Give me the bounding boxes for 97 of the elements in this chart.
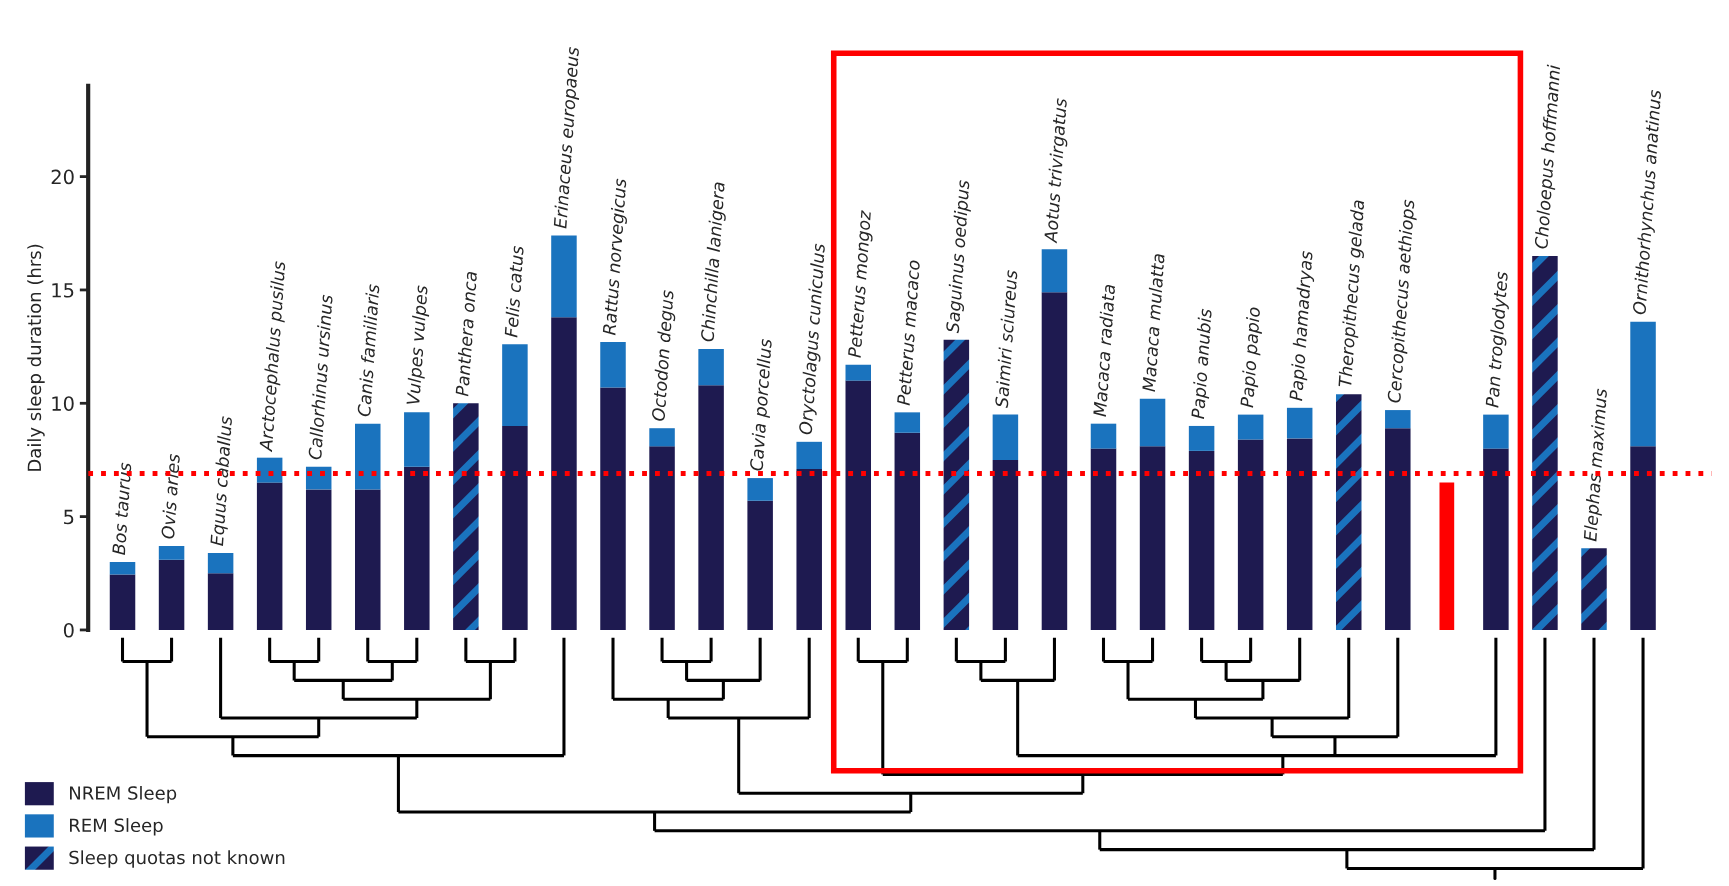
bar [256,482,283,630]
bar [256,457,283,483]
bar [404,412,430,467]
bar [1041,292,1068,630]
bar [796,469,822,630]
x-tick-label: Pan troglodytes [1485,271,1512,408]
x-tick-label: Papio hamadryas [1288,250,1317,402]
bar [698,348,724,386]
bar [207,552,234,574]
x-tick-label: Macaca mulatta [1141,253,1165,392]
bar [551,235,577,318]
bar [207,573,234,630]
legend-label: NREM Sleep [70,785,177,804]
bar [355,423,381,490]
x-tick-label: Chinchilla lanigera [700,182,729,342]
bar [1630,446,1656,630]
y-axis-title: Daily sleep duration (hrs) [27,244,45,471]
bar [1041,249,1068,293]
bar [1439,482,1455,630]
x-tick-label: Petterus macaco [897,260,921,406]
x-tick-label: Felis catus [504,245,524,338]
bar [502,344,528,426]
bar [551,317,577,630]
bar [894,412,921,433]
bar [502,425,528,630]
x-tick-label: Petterus mongoz [847,210,875,359]
bar [845,364,872,381]
y-tick-label: 10 [52,396,74,411]
bar [649,428,675,447]
x-tick-label: Ornithorhynchus anatinus [1632,89,1665,315]
x-tick-label: Vulpes vulpes [406,285,432,405]
bar [1630,321,1656,447]
bar [109,561,136,575]
bar [992,459,1019,630]
bar [600,387,626,630]
bar [1286,407,1313,439]
x-tick-label: Saimiri sciureus [994,269,1018,409]
bar [1532,255,1558,630]
x-tick-label: Macaca radiata [1092,284,1116,417]
bar [1335,394,1362,630]
x-tick-label: Elephas maximus [1583,388,1611,542]
x-tick-label: Erinaceus europaeus [553,46,583,229]
bar [1090,448,1117,630]
bar [943,339,970,630]
bar [1483,414,1509,449]
bar [158,559,185,630]
bar [796,441,822,470]
bar [453,403,479,630]
legend-label: REM Sleep [70,818,163,836]
x-tick-label: Octodon degus [651,289,678,422]
bar [698,385,724,630]
x-tick-label: Bos taurus [112,462,132,556]
bar [1237,414,1264,440]
x-tick-label: Papio papio [1239,307,1264,408]
bar [1581,548,1607,630]
bar [992,414,1019,460]
x-tick-label: Papio anubis [1190,308,1216,420]
x-tick-label: Arctocephalus pusilus [258,261,289,453]
x-tick-label: Rattus norvegicus [602,178,630,336]
bar [109,574,136,630]
bar [355,489,381,630]
bar [1139,446,1166,630]
x-tick-label: Equus caballus [209,416,236,547]
bar [600,342,626,388]
bar [158,546,185,560]
x-tick-label: Canis familiaris [356,284,380,417]
bar [1237,439,1264,630]
bar [1385,410,1411,429]
bar [1139,398,1166,447]
bar [1286,438,1313,630]
bar [1188,450,1215,630]
y-tick-label: 20 [51,169,74,185]
x-tick-label: Panthera onca [455,271,478,397]
bar [845,380,872,630]
y-tick-label: 5 [64,509,74,525]
bar [747,478,773,501]
legend-label: Sleep quotas not known [69,850,285,868]
y-tick-label: 0 [63,622,74,638]
x-tick-label: Aotus trivirgatus [1043,98,1071,244]
x-tick-label: Cavia porcellus [749,338,776,472]
bar [305,489,332,630]
bar [747,500,773,630]
x-tick-label: Cercopithecus aethiops [1387,199,1418,404]
bar [1090,423,1117,449]
x-tick-label: Theropithecus gelada [1337,200,1368,388]
x-tick-label: Choloepus hoffmanni [1534,64,1564,249]
bar [1385,428,1411,630]
x-tick-label: Saguinus oedipus [945,179,973,334]
y-tick-label: 15 [52,283,74,298]
bar [894,432,921,630]
bar [404,466,430,630]
x-tick-label: Ovis aries [160,453,181,539]
x-tick-label: Oryctolagus cuniculus [798,243,829,435]
bar [1188,425,1215,451]
bar [649,446,675,630]
x-tick-label: Callorhinus ursinus [307,294,333,460]
bar [1483,448,1509,630]
